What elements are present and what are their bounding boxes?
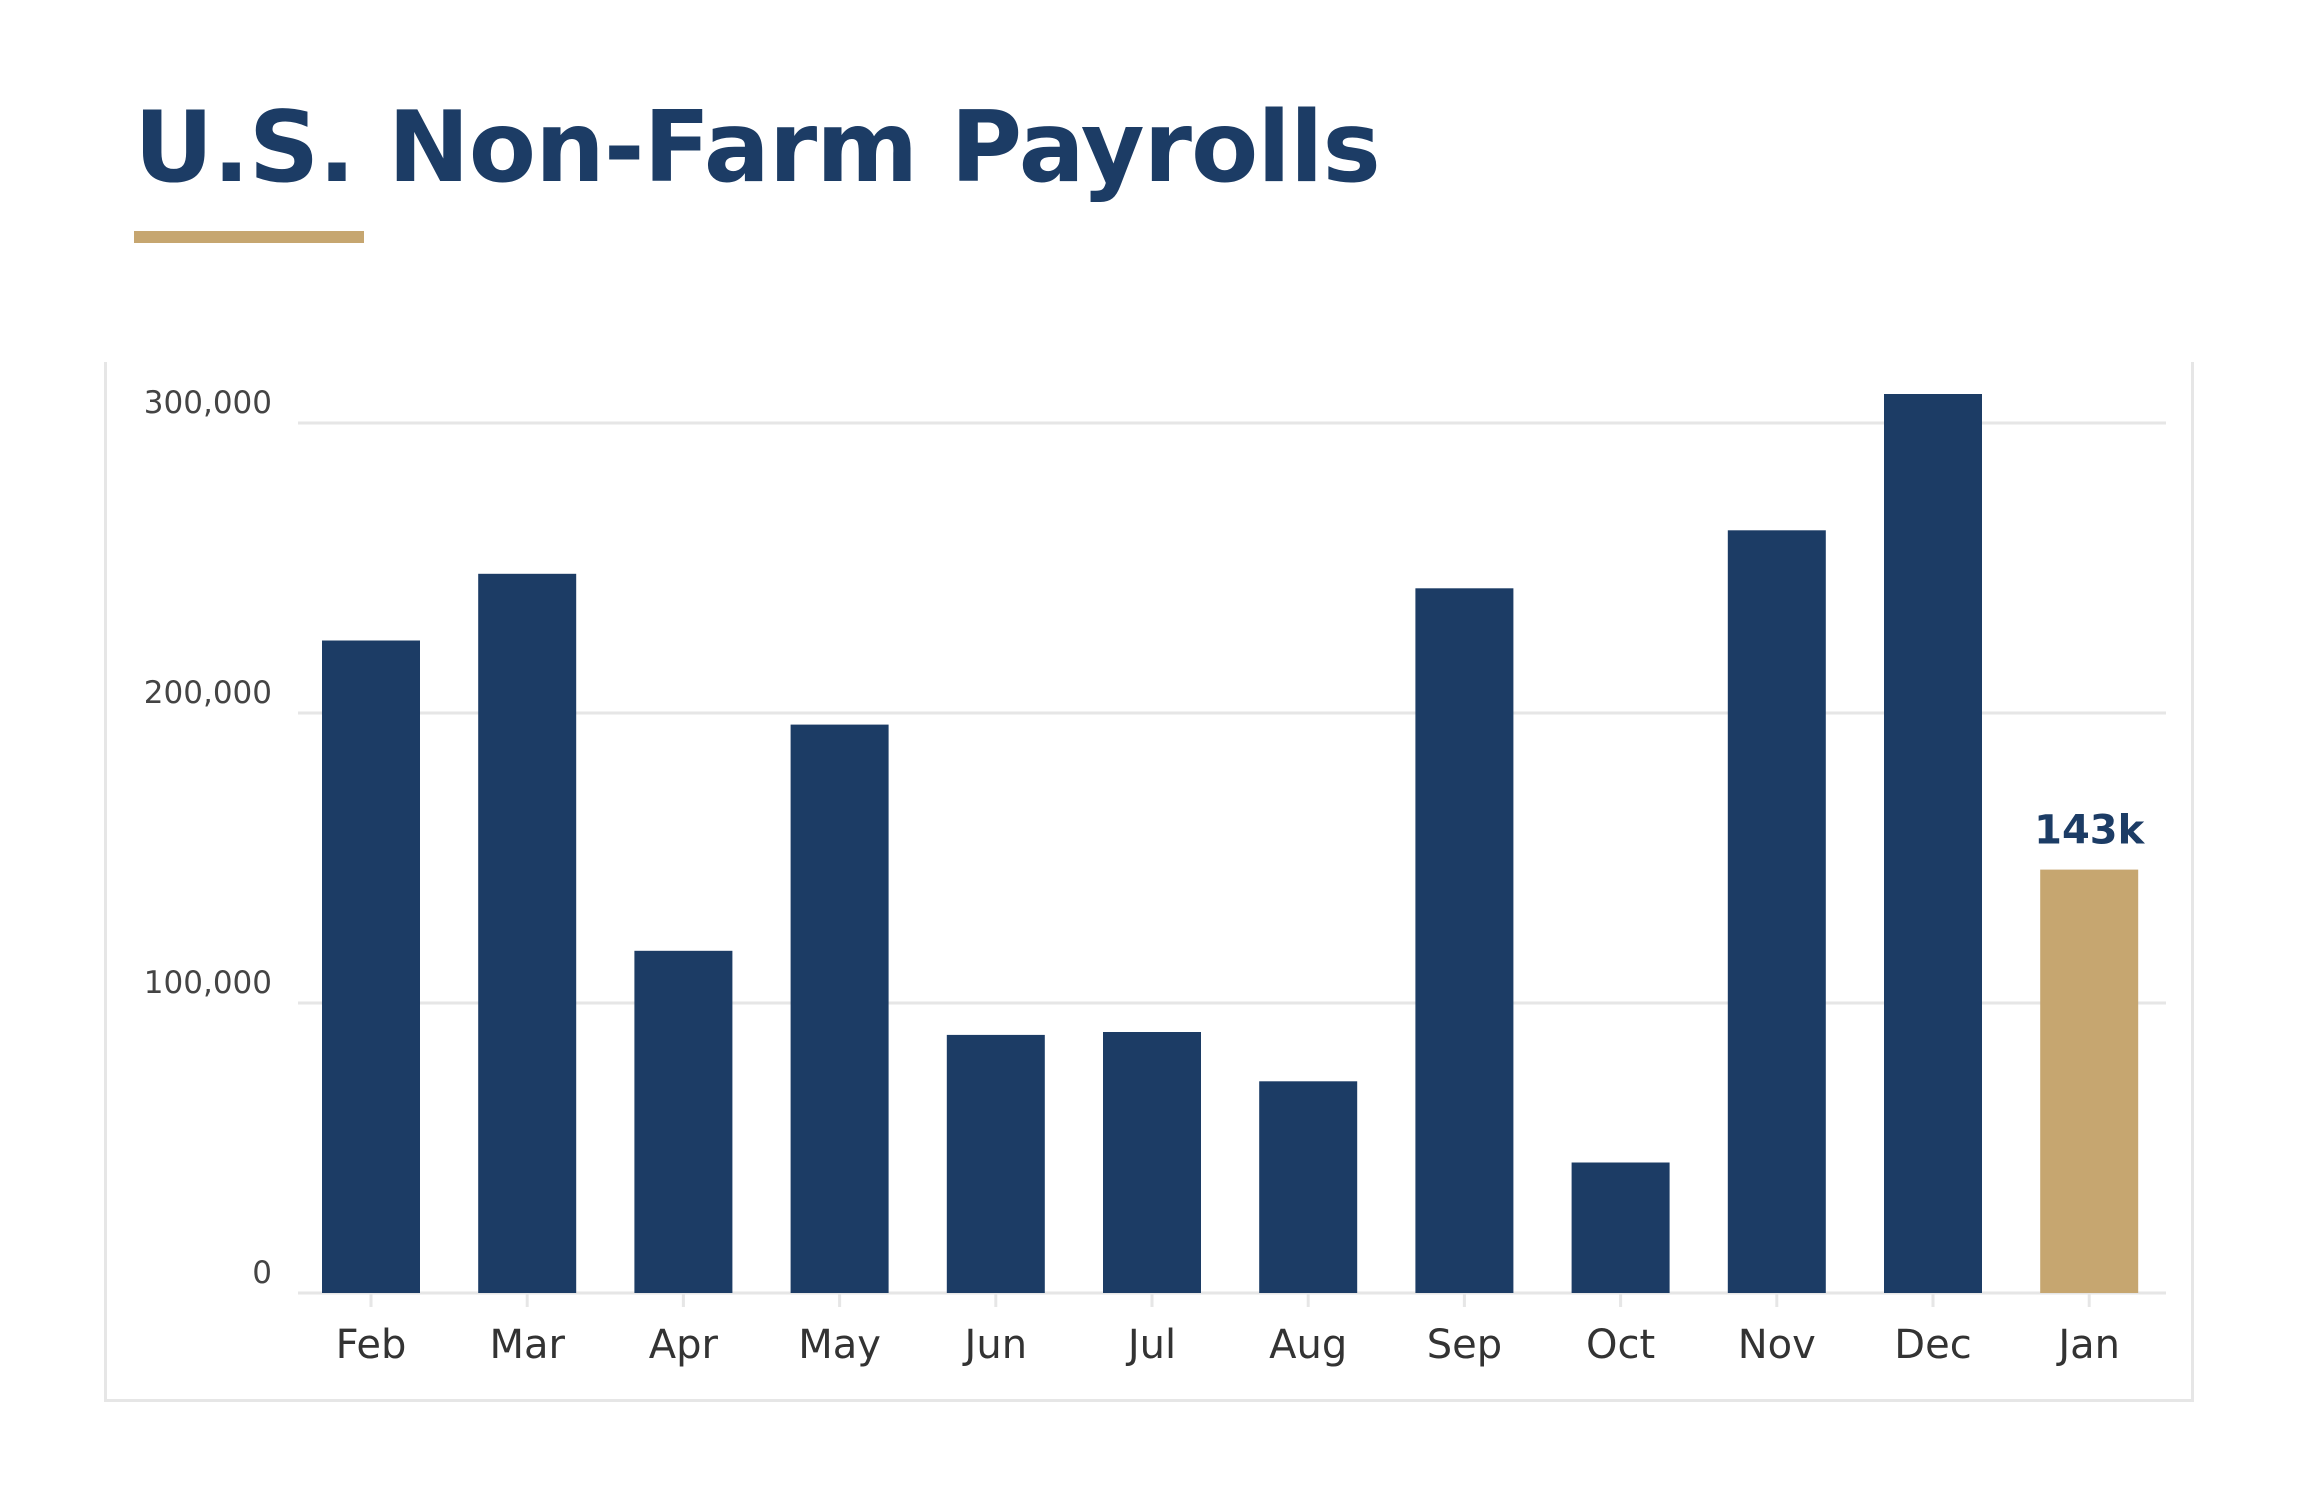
bar-aug — [1259, 1081, 1358, 1293]
x-tick-label: Jul — [1125, 1322, 1176, 1368]
chart-frame — [104, 362, 2194, 1402]
x-axis-tick-labels: Feb Mar Apr May Jun Jul Aug Sep Oct Nov Dec Jan — [336, 1293, 2120, 1368]
x-tick-label: Feb — [336, 1322, 407, 1368]
x-tick-label: Jun — [962, 1322, 1028, 1368]
x-tick-label: Dec — [1894, 1322, 1971, 1368]
bar-apr — [634, 950, 733, 1293]
x-tick-label: Jan — [2055, 1322, 2120, 1368]
data-label-jan: 143k — [2034, 808, 2145, 854]
x-tick-label: Sep — [1427, 1322, 1502, 1368]
bars — [322, 394, 2139, 1293]
x-tick-label: Oct — [1586, 1322, 1655, 1368]
bar-jul — [1103, 1032, 1201, 1293]
chart-title: U.S. Non-Farm Payrolls — [134, 91, 1381, 205]
title-underline — [134, 231, 364, 243]
bar-mar — [478, 573, 577, 1293]
x-tick-label: Nov — [1738, 1322, 1816, 1368]
bar-may — [790, 724, 889, 1293]
y-tick-label: 100,000 — [144, 965, 272, 1001]
grid-lines — [298, 421, 2166, 1295]
bar-sep — [1415, 588, 1514, 1293]
bar-jan — [2040, 869, 2139, 1293]
y-tick-label: 300,000 — [144, 385, 272, 421]
y-axis-tick-labels: 0 100,000 200,000 300,000 — [144, 385, 272, 1291]
y-tick-label: 0 — [252, 1255, 272, 1291]
x-tick-label: Mar — [489, 1322, 565, 1368]
bar-feb — [322, 640, 420, 1293]
annotations: 143k — [2034, 808, 2145, 854]
bar-dec — [1884, 394, 1982, 1293]
x-tick-label: Apr — [649, 1322, 719, 1368]
y-tick-label: 200,000 — [144, 675, 272, 711]
bar-jun — [946, 1034, 1045, 1293]
x-tick-label: Aug — [1269, 1322, 1347, 1368]
x-tick-label: May — [798, 1322, 881, 1368]
bar-nov — [1727, 530, 1826, 1293]
bar-oct — [1571, 1162, 1670, 1293]
